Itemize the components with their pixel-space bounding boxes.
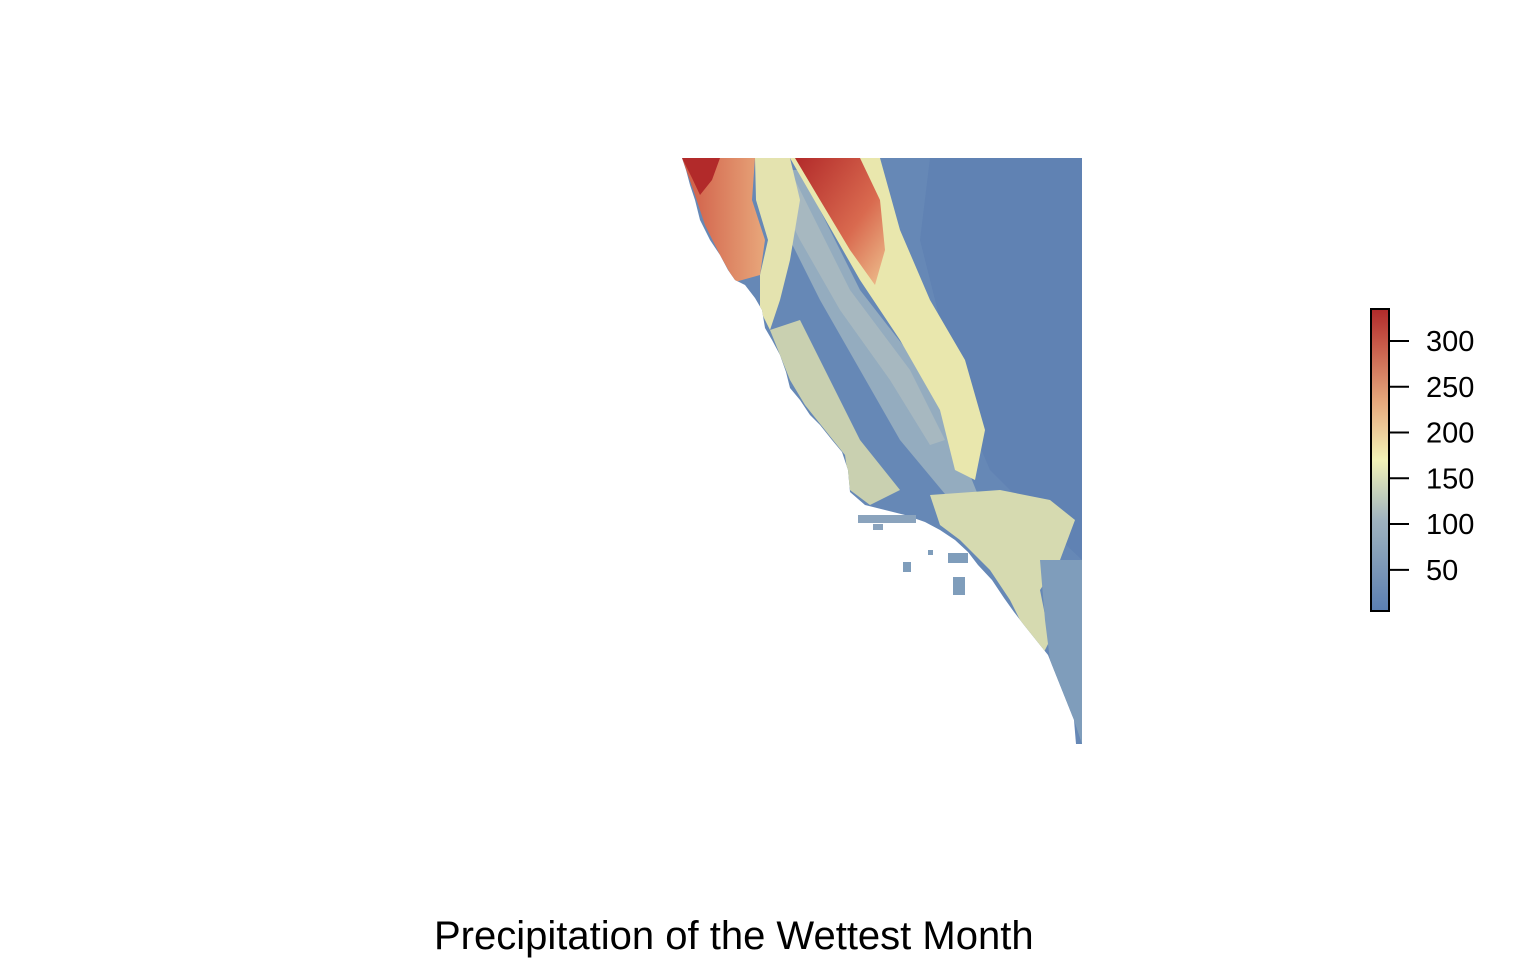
legend-tick-label: 100: [1426, 509, 1474, 541]
raster-transverse-band: [930, 490, 1075, 660]
raster-coastal-strip: [755, 158, 800, 330]
raster-island: [928, 550, 933, 555]
raster-foothill-band: [790, 158, 985, 480]
legend-tick-label: 200: [1426, 418, 1474, 450]
raster-southern-interior: [1040, 560, 1082, 744]
raster-island: [903, 562, 911, 572]
raster-coastal-peak: [682, 158, 720, 195]
raster-island: [953, 577, 965, 595]
legend-tick-label: 50: [1426, 555, 1458, 587]
raster-island: [873, 524, 883, 530]
raster-valley-core: [770, 180, 945, 445]
precipitation-raster: [682, 158, 1082, 744]
raster-central-coast: [770, 320, 900, 505]
raster-island: [948, 553, 968, 563]
legend-tick-label: 150: [1426, 463, 1474, 495]
legend-color-bar: [1370, 308, 1390, 612]
raster-island: [858, 515, 916, 523]
raster-east-band: [920, 158, 1082, 560]
legend-tick-label: 250: [1426, 372, 1474, 404]
color-legend: 300 250 200 150 100 50: [1370, 308, 1474, 612]
map-title: Precipitation of the Wettest Month: [434, 914, 1034, 958]
legend-tick-label: 300: [1426, 326, 1474, 358]
legend-ticks: 300 250 200 150 100 50: [1389, 326, 1474, 587]
raster-northern-ridge: [795, 158, 885, 285]
